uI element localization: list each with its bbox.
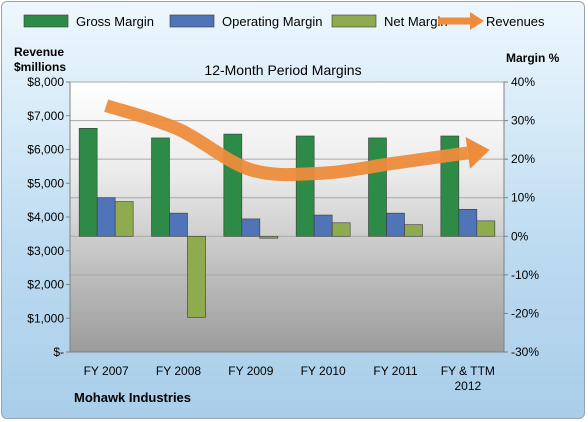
revenue-curve	[104, 99, 469, 182]
bar-net-margin	[404, 224, 423, 237]
revenue-arrowhead	[465, 137, 490, 169]
left-axis-label-line2: $millions	[14, 60, 66, 74]
bar-net-margin	[476, 220, 496, 237]
right-tick-label: 10%	[511, 191, 535, 205]
legend-label: Operating Margin	[222, 14, 322, 29]
left-axis-label-line1: Revenue	[14, 45, 64, 59]
right-tick-label: 20%	[511, 152, 535, 166]
bar-operating-margin	[458, 208, 478, 237]
left-tick-label: $8,000	[27, 75, 64, 89]
right-tick-label: -20%	[511, 306, 539, 320]
category-label: FY 2009	[228, 364, 273, 378]
legend-swatch	[331, 14, 377, 28]
right-tick-label: 0%	[511, 229, 529, 243]
bar-gross-margin	[223, 133, 243, 237]
legend-swatch	[169, 14, 215, 28]
legend-label: Gross Margin	[76, 14, 154, 29]
right-tick-label: -30%	[511, 345, 539, 359]
plot-area	[70, 82, 504, 352]
right-tick-label: -10%	[511, 268, 539, 282]
left-tick-label: $2,000	[27, 278, 64, 292]
right-axis-label: Margin %	[506, 51, 560, 65]
category-label: FY 2011	[373, 364, 418, 378]
bar-operating-margin	[241, 218, 261, 237]
bar-gross-margin	[368, 137, 387, 237]
right-tick-label: 30%	[511, 114, 535, 128]
bar-operating-margin	[169, 212, 188, 237]
bar-gross-margin	[78, 127, 98, 237]
left-tick-label: $6,000	[27, 143, 64, 157]
bar-net-margin	[114, 201, 134, 237]
chart-title: 12-Month Period Margins	[204, 62, 361, 78]
legend-swatch	[23, 14, 69, 28]
bar-operating-margin	[96, 197, 116, 237]
left-tick-label: $4,000	[27, 210, 64, 224]
left-tick-label: $-	[53, 345, 64, 359]
bar-gross-margin	[295, 135, 315, 237]
category-label-line2: 2012	[454, 379, 481, 393]
revenue-line	[104, 99, 490, 182]
bar-net-margin	[259, 235, 279, 239]
category-label: FY 2010	[301, 364, 346, 378]
legend-label: Revenues	[486, 14, 545, 29]
bar-operating-margin	[386, 212, 405, 237]
left-tick-label: $5,000	[27, 176, 64, 190]
bar-gross-margin	[151, 137, 170, 237]
bars	[78, 127, 496, 318]
category-label: FY & TTM	[441, 364, 495, 378]
left-tick-label: $1,000	[27, 311, 64, 325]
axes: $- $1,000 $2,000 $3,000 $4,000 $5,000 $6,000 $7…	[27, 75, 539, 393]
left-tick-label: $7,000	[27, 109, 64, 123]
legend-label: Net Margin	[384, 14, 448, 29]
category-label: FY 2008	[156, 364, 201, 378]
bar-net-margin	[187, 235, 206, 318]
category-label: FY 2007	[84, 364, 129, 378]
bar-net-margin	[331, 222, 351, 237]
margins-chart: $- $1,000 $2,000 $3,000 $4,000 $5,000 $6,000 $7…	[14, 12, 560, 405]
right-tick-label: 40%	[511, 75, 535, 89]
company-name: Mohawk Industries	[74, 390, 191, 405]
legend: Gross Margin Operating Margin Net Margin Re…	[23, 12, 545, 30]
bar-operating-margin	[313, 214, 333, 237]
left-tick-label: $3,000	[27, 244, 64, 258]
legend-swatch-arrow	[470, 12, 484, 30]
